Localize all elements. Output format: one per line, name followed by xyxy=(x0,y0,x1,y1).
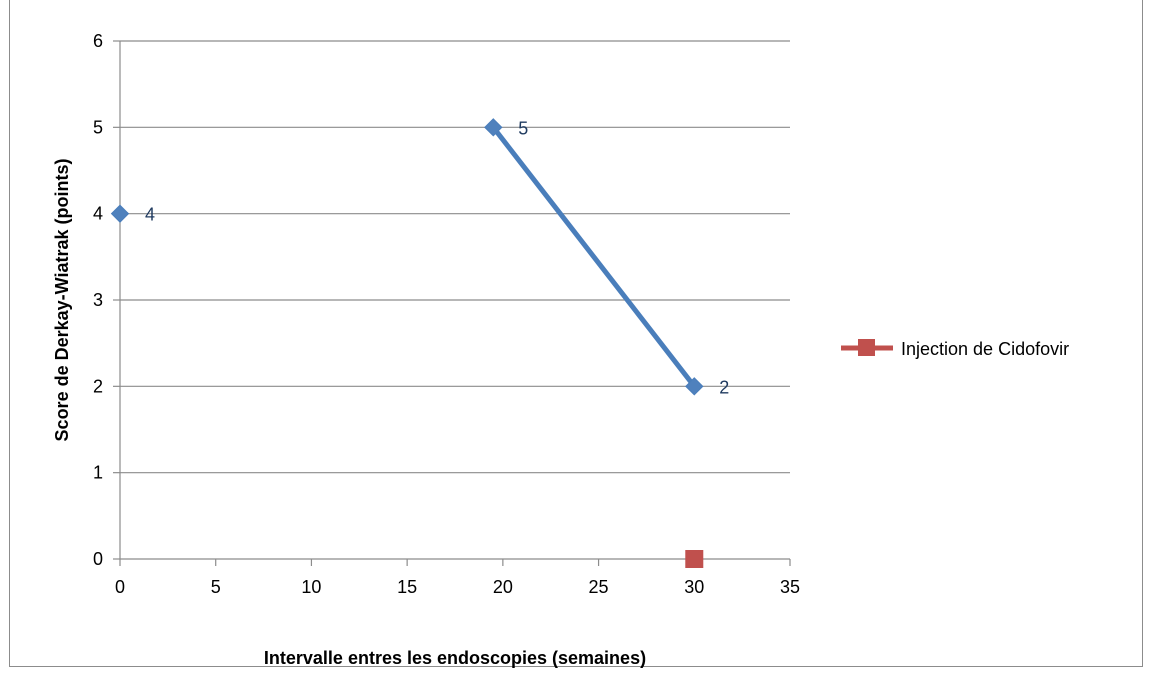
y-tick-label: 5 xyxy=(93,117,103,137)
data-labels: 4 5 2 xyxy=(145,118,729,397)
data-label: 2 xyxy=(719,377,729,397)
x-tick-label: 10 xyxy=(301,577,321,597)
y-tick-label: 2 xyxy=(93,376,103,396)
x-tick-labels: 0 5 10 15 20 25 30 35 xyxy=(115,577,800,597)
legend: Injection de Cidofovir xyxy=(841,339,1069,359)
y-tick-label: 4 xyxy=(93,204,103,224)
x-tick-label: 25 xyxy=(589,577,609,597)
chart-frame xyxy=(9,0,1143,667)
x-axis-title: Intervalle entres les endoscopies (semai… xyxy=(264,648,646,668)
data-point-injection xyxy=(685,550,704,568)
y-tick-label: 3 xyxy=(93,290,103,310)
data-point-diamond xyxy=(685,377,704,396)
data-point-diamond xyxy=(110,204,130,223)
y-tick-label: 6 xyxy=(93,31,103,51)
y-tick-label: 0 xyxy=(93,549,103,569)
x-tick-label: 35 xyxy=(780,577,800,597)
x-tick-label: 30 xyxy=(684,577,704,597)
data-point-diamond xyxy=(484,118,503,137)
data-series xyxy=(110,118,704,568)
grid-lines xyxy=(120,40,790,474)
y-tick-labels: 0 1 2 3 4 5 6 xyxy=(93,31,103,569)
data-label: 5 xyxy=(518,118,528,138)
legend-marker-injection xyxy=(858,339,875,356)
axes xyxy=(113,40,791,566)
series-line-segment xyxy=(490,124,697,389)
y-axis-title: Score de Derkay-Wiatrak (points) xyxy=(52,159,72,442)
x-tick-label: 5 xyxy=(211,577,221,597)
x-tick-label: 15 xyxy=(397,577,417,597)
x-tick-label: 0 xyxy=(115,577,125,597)
y-tick-label: 1 xyxy=(93,463,103,483)
legend-label-injection: Injection de Cidofovir xyxy=(901,339,1069,359)
x-tick-label: 20 xyxy=(493,577,513,597)
data-label: 4 xyxy=(145,205,155,225)
